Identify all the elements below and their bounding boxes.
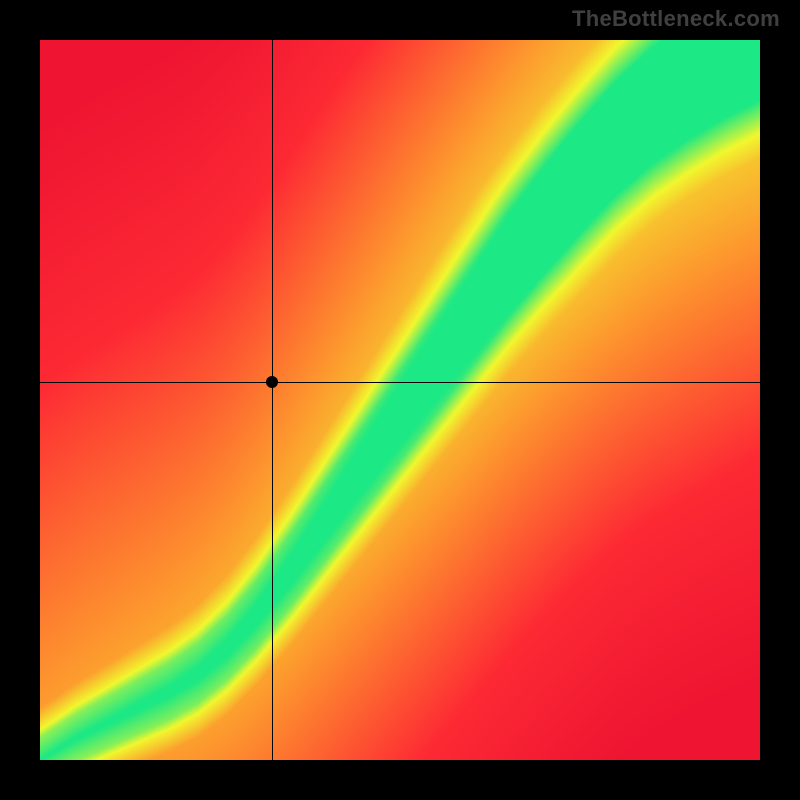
crosshair-vertical [272,40,273,760]
heatmap-canvas [40,40,760,760]
crosshair-horizontal [40,382,760,383]
crosshair-marker [266,376,278,388]
heatmap-plot [40,40,760,760]
watermark-text: TheBottleneck.com [572,6,780,32]
